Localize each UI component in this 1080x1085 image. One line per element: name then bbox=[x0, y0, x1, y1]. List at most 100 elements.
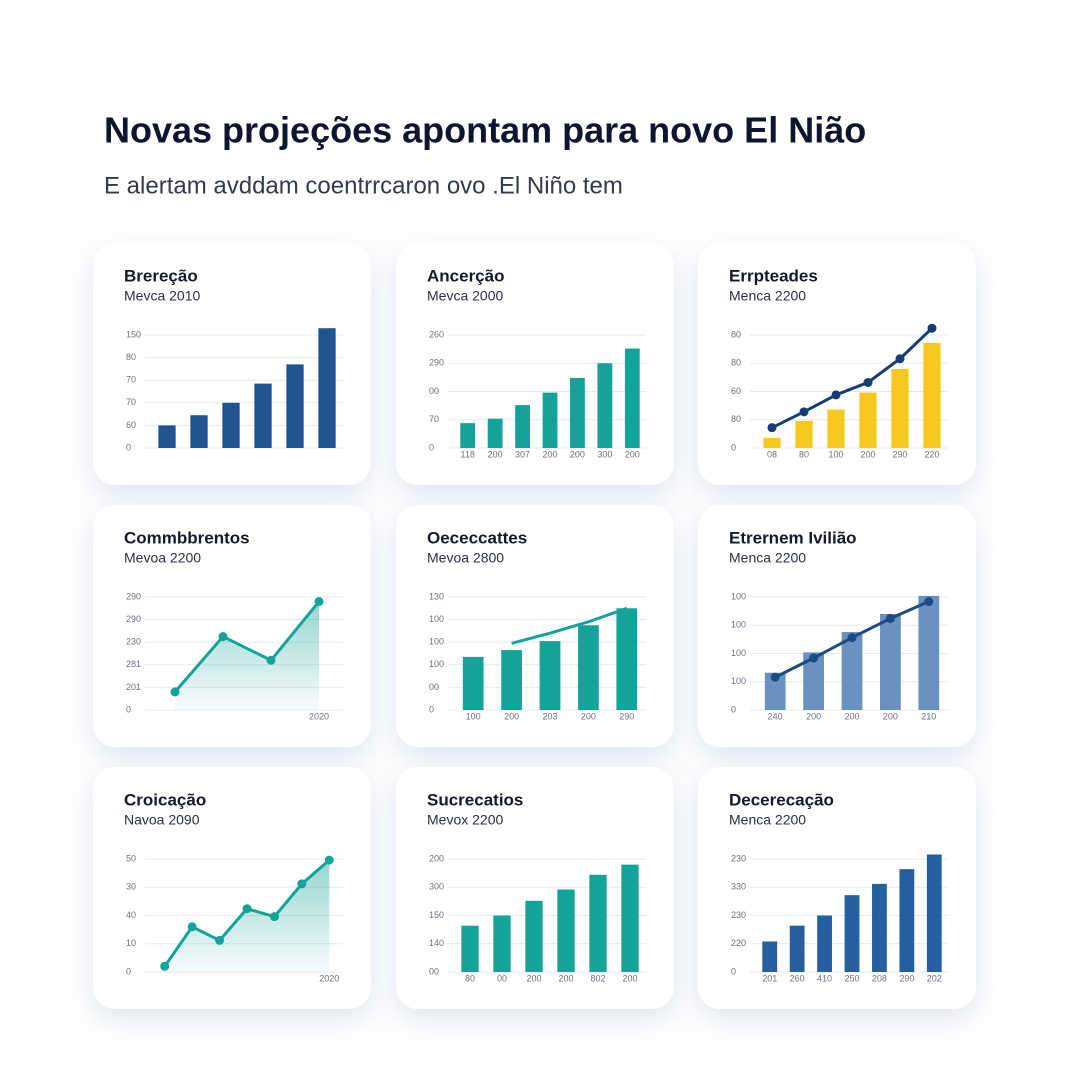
bar bbox=[899, 869, 915, 972]
y-tick-label: 230 bbox=[731, 910, 746, 920]
x-tick-label: 290 bbox=[899, 973, 914, 983]
y-tick-label: 00 bbox=[429, 386, 439, 396]
point bbox=[927, 323, 937, 333]
x-tick-label: 200 bbox=[806, 711, 821, 721]
bar bbox=[493, 915, 511, 972]
bar bbox=[597, 363, 613, 448]
card-title: Ancerção bbox=[427, 266, 504, 285]
page-title: Novas projeções apontam para novo El Niã… bbox=[104, 110, 866, 151]
y-tick-label: 230 bbox=[731, 853, 746, 863]
bar bbox=[190, 415, 208, 448]
bar bbox=[923, 342, 941, 448]
y-tick-label: 290 bbox=[126, 591, 141, 601]
bar bbox=[859, 392, 877, 448]
card-title: Sucrecatios bbox=[427, 790, 523, 809]
card-subtitle: Menca 2200 bbox=[729, 550, 806, 566]
line bbox=[511, 606, 628, 645]
x-tick-label: 100 bbox=[466, 711, 481, 721]
x-tick-label: 200 bbox=[581, 711, 596, 721]
y-tick-label: 0 bbox=[126, 966, 131, 976]
x-tick-label: 08 bbox=[767, 449, 777, 459]
y-tick-label: 70 bbox=[126, 375, 136, 385]
point bbox=[895, 354, 905, 364]
y-tick-label: 100 bbox=[731, 676, 746, 686]
y-tick-label: 260 bbox=[429, 329, 444, 339]
x-tick-label: 290 bbox=[892, 449, 907, 459]
point bbox=[242, 904, 252, 914]
bar bbox=[763, 437, 781, 448]
card-title: Errpteades bbox=[729, 266, 818, 285]
y-tick-label: 140 bbox=[429, 938, 444, 948]
bar bbox=[827, 409, 845, 448]
x-tick-label: 118 bbox=[461, 449, 475, 459]
y-tick-label: 70 bbox=[126, 397, 136, 407]
point bbox=[885, 613, 895, 623]
y-tick-label: 0 bbox=[731, 704, 736, 714]
point bbox=[924, 597, 934, 607]
point bbox=[297, 879, 307, 889]
point bbox=[799, 407, 809, 417]
bar bbox=[624, 348, 640, 448]
y-tick-label: 40 bbox=[126, 910, 136, 920]
x-tick-label: 290 bbox=[619, 711, 634, 721]
bar bbox=[589, 874, 607, 972]
card-subtitle: Mevca 2010 bbox=[124, 288, 200, 304]
bar bbox=[461, 925, 479, 972]
bar bbox=[872, 883, 887, 972]
y-tick-label: 00 bbox=[429, 682, 439, 692]
x-tick-label: 201 bbox=[762, 973, 777, 983]
bar bbox=[557, 889, 575, 972]
bar bbox=[462, 656, 484, 710]
y-tick-label: 30 bbox=[126, 882, 136, 892]
x-tick-label: 240 bbox=[768, 711, 783, 721]
bar bbox=[460, 423, 476, 448]
card-subtitle: Mevca 2000 bbox=[427, 288, 503, 304]
bar bbox=[844, 895, 860, 972]
y-tick-label: 230 bbox=[126, 637, 141, 647]
y-tick-label: 100 bbox=[429, 659, 444, 669]
bar bbox=[817, 915, 832, 972]
point bbox=[809, 653, 819, 663]
y-tick-label: 201 bbox=[126, 682, 141, 692]
y-tick-label: 50 bbox=[126, 853, 136, 863]
bar bbox=[918, 595, 940, 710]
bar bbox=[570, 377, 585, 448]
y-tick-label: 0 bbox=[126, 704, 131, 714]
x-tick-label: 202 bbox=[927, 973, 942, 983]
y-tick-label: 80 bbox=[731, 414, 741, 424]
x-tick-label: 210 bbox=[921, 711, 936, 721]
bar bbox=[286, 364, 304, 448]
y-tick-label: 100 bbox=[429, 614, 444, 624]
x-tick-label: 203 bbox=[542, 711, 557, 721]
bar bbox=[880, 613, 901, 710]
y-tick-label: 300 bbox=[429, 882, 444, 892]
x-tick-label: 307 bbox=[515, 449, 530, 459]
x-tick-label: 200 bbox=[622, 973, 637, 983]
y-tick-label: 70 bbox=[429, 414, 439, 424]
bar bbox=[789, 925, 805, 972]
x-tick-label: 220 bbox=[924, 449, 939, 459]
card-title: Etrernem Ivilião bbox=[729, 528, 857, 547]
y-tick-label: 0 bbox=[126, 442, 131, 452]
x-tick-label: 100 bbox=[828, 449, 843, 459]
x-tick-label: 200 bbox=[526, 973, 541, 983]
bar bbox=[764, 672, 786, 710]
point bbox=[770, 672, 780, 682]
y-tick-label: 100 bbox=[731, 620, 746, 630]
bar bbox=[803, 652, 824, 710]
y-tick-label: 100 bbox=[731, 648, 746, 658]
line bbox=[771, 327, 934, 430]
card-title: Oececcattes bbox=[427, 528, 527, 547]
x-tick-label: 250 bbox=[844, 973, 859, 983]
x-tick-label: 2020 bbox=[319, 973, 339, 983]
point bbox=[831, 390, 841, 400]
x-tick-label: 410 bbox=[817, 973, 832, 983]
bar bbox=[515, 405, 530, 448]
y-tick-label: 10 bbox=[126, 938, 136, 948]
point bbox=[187, 922, 197, 932]
bar bbox=[501, 650, 522, 710]
bar bbox=[841, 632, 863, 710]
x-tick-label: 200 bbox=[542, 449, 557, 459]
